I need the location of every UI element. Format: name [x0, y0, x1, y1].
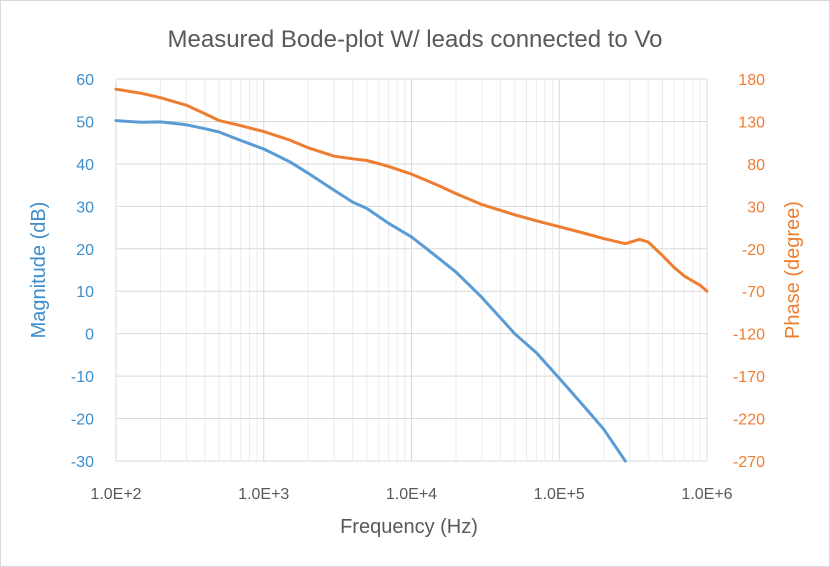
series-layer — [114, 87, 709, 463]
x-tick-label: 1.0E+3 — [238, 486, 289, 503]
minor-grid — [159, 79, 701, 461]
left-y-tick-label: -30 — [71, 454, 94, 471]
x-axis-title: Frequency (Hz) — [340, 516, 478, 538]
right-y-tick-label: 180 — [738, 72, 765, 89]
major-grid — [115, 78, 708, 462]
left-y-tick-label: 10 — [76, 284, 94, 301]
x-tick-label: 1.0E+5 — [534, 486, 585, 503]
left-y-tick-label: 60 — [76, 72, 94, 89]
left-y-tick-label: 50 — [76, 114, 94, 131]
left-y-axis-title: Magnitude (dB) — [28, 202, 50, 339]
x-tick-label: 1.0E+2 — [90, 486, 141, 503]
right-y-tick-label: -20 — [742, 242, 765, 259]
right-y-tick-label: -70 — [742, 284, 765, 301]
left-y-tick-label: 30 — [76, 199, 94, 216]
left-y-axis-ticks: 60 50 40 30 20 10 0 -10 -20 -30 — [71, 72, 94, 471]
right-y-tick-label: -220 — [733, 412, 765, 429]
right-y-tick-label: -120 — [733, 327, 765, 344]
left-y-tick-label: 0 — [85, 327, 94, 344]
series-line-magnitude — [114, 119, 627, 463]
x-axis-ticks: 1.0E+2 1.0E+3 1.0E+4 1.0E+5 1.0E+6 — [90, 486, 732, 503]
right-y-tick-label: 80 — [747, 157, 765, 174]
left-y-tick-label: -20 — [71, 412, 94, 429]
right-y-tick-label: -270 — [733, 454, 765, 471]
right-y-tick-label: -170 — [733, 369, 765, 386]
series-line-phase — [114, 87, 709, 293]
right-y-tick-label: 130 — [738, 114, 765, 131]
left-y-tick-label: 40 — [76, 157, 94, 174]
right-y-axis-ticks: 180 130 80 30 -20 -70 -120 -170 -220 -270 — [733, 72, 765, 471]
chart-title: Measured Bode-plot W/ leads connected to… — [168, 26, 663, 53]
left-y-tick-label: -10 — [71, 369, 94, 386]
right-y-tick-label: 30 — [747, 199, 765, 216]
x-tick-label: 1.0E+4 — [386, 486, 437, 503]
x-tick-label: 1.0E+6 — [681, 486, 732, 503]
left-y-tick-label: 20 — [76, 242, 94, 259]
right-y-axis-title: Phase (degree) — [782, 201, 804, 339]
